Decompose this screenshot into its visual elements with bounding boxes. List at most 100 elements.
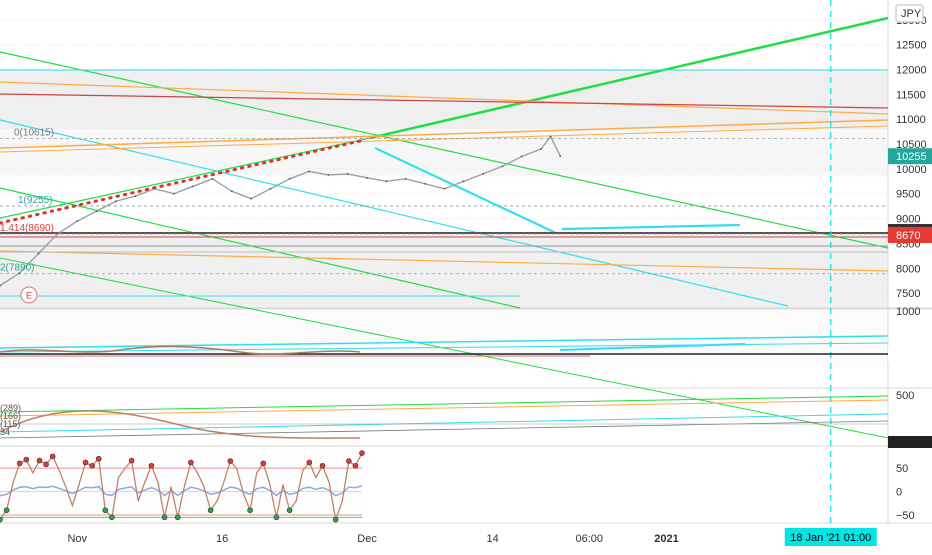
oscillator-pane-background [0,447,362,522]
indicator2-level-label: (289) [0,403,21,413]
fib-label: 1.414(8690) [0,223,54,234]
oscillator-trough-dot [102,507,109,514]
price-tick-label: 11000 [896,114,926,126]
currency-label: JPY [901,8,922,20]
oscillator-peak-dot [16,460,23,467]
grid-lines [0,0,932,524]
time-tick-label: 14 [487,533,499,545]
fib-label: 1(9255) [18,195,52,206]
oscillator-peak-dot [49,453,56,460]
oscillator-trough-dot [0,516,3,523]
price-tick-label: 11500 [896,89,926,101]
fib-label: 2(7890) [0,263,34,274]
price-point [76,220,79,222]
axes: 1300012500120001150011000105001000095009… [67,4,927,545]
event-marker-label: E [26,291,32,301]
oscillator-peak-dot [188,459,194,466]
price-point [288,177,291,180]
price-point [385,180,388,183]
indicator2-level-label: (115) [0,419,20,429]
price-point [269,187,272,190]
price-point [559,155,562,158]
trend-line [369,16,889,140]
price-tick-label: 12500 [896,40,927,52]
oscillator-peak-dot [319,462,326,469]
time-tick-label: Dec [357,533,377,545]
event-marker [20,286,38,304]
oscillator-trough-dot [286,507,293,514]
price-point [443,187,446,190]
price-point [115,200,117,203]
trend-line [0,250,889,272]
labels: 0(10615)1(9255)1.414(8690)2(7890)1025587… [0,127,932,546]
series: EE [0,135,562,523]
trend-line [0,119,789,307]
price-point [250,197,253,200]
oscillator-peak-dot [128,457,135,464]
price-tick-label: 10500 [896,139,927,151]
indicator-pane-background [0,310,888,368]
fib-label: 0(10615) [14,127,54,138]
price-point [424,182,426,185]
price-point [501,165,504,168]
oscillator-trough-dot [3,507,10,514]
price-label-badge [888,148,932,165]
time-tick-label: 2021 [654,533,678,545]
oscillator-peak-dot [43,461,49,468]
trend-line [0,93,889,109]
oscillator-peak-dot [23,456,30,463]
price-point [37,252,40,255]
price-point [57,232,59,235]
price-point [0,284,1,287]
time-tick-label: 06:00 [575,533,603,545]
oscillator-trough-dot [273,514,280,521]
currency-badge [895,4,924,23]
trend-line [0,125,889,153]
oscillator-trough-dot [174,514,181,521]
price-point [327,173,330,176]
price-point [18,272,21,275]
price-point [153,187,156,190]
drawings[interactable] [0,0,932,523]
oscillator-trough-dot [109,514,115,521]
date-highlight-label: 18 Jan '21 01:00 [790,532,871,544]
indicator2-line [0,413,889,433]
price-point [134,195,137,198]
date-highlight-badge [784,528,877,546]
price-point [230,190,233,193]
oscillator-tick-label: 50 [896,463,908,475]
indicator2-line [0,395,889,413]
price-point [404,177,407,180]
dotted-trend-line [0,139,362,225]
trend-line [374,147,557,234]
oscillator-peak-dot [95,455,102,462]
price-point [540,148,542,150]
trend-line [0,51,889,249]
trend-line [0,119,889,149]
price-point [192,185,195,188]
oscillator-trough-dot [247,507,253,514]
price-point [482,172,484,175]
price-tick-label: 9500 [896,189,920,201]
oscillator-peak-dot [306,459,313,466]
indicator2-level-label: (166) [0,411,21,421]
price-label: 8670 [896,230,920,242]
oscillator-peak-dot [359,450,365,456]
price-point [95,210,98,213]
indicator2-level-label: 34 [0,427,10,437]
oscillator-tick-label: −50 [896,510,915,522]
price-label-badge [888,226,932,243]
price-tick-label: 9000 [896,214,920,226]
price-zone-shade [0,233,888,308]
oscillator-tick-label: 0 [896,487,902,499]
indicator2-series [0,410,361,439]
oscillator-peak-dot [89,462,95,469]
price-point [520,155,523,158]
oscillator-line [0,452,363,523]
price-point [172,192,175,195]
oscillator-peak-dot [346,458,352,464]
oscillator-peak-dot [352,462,359,469]
indicator2-badge [888,436,932,448]
